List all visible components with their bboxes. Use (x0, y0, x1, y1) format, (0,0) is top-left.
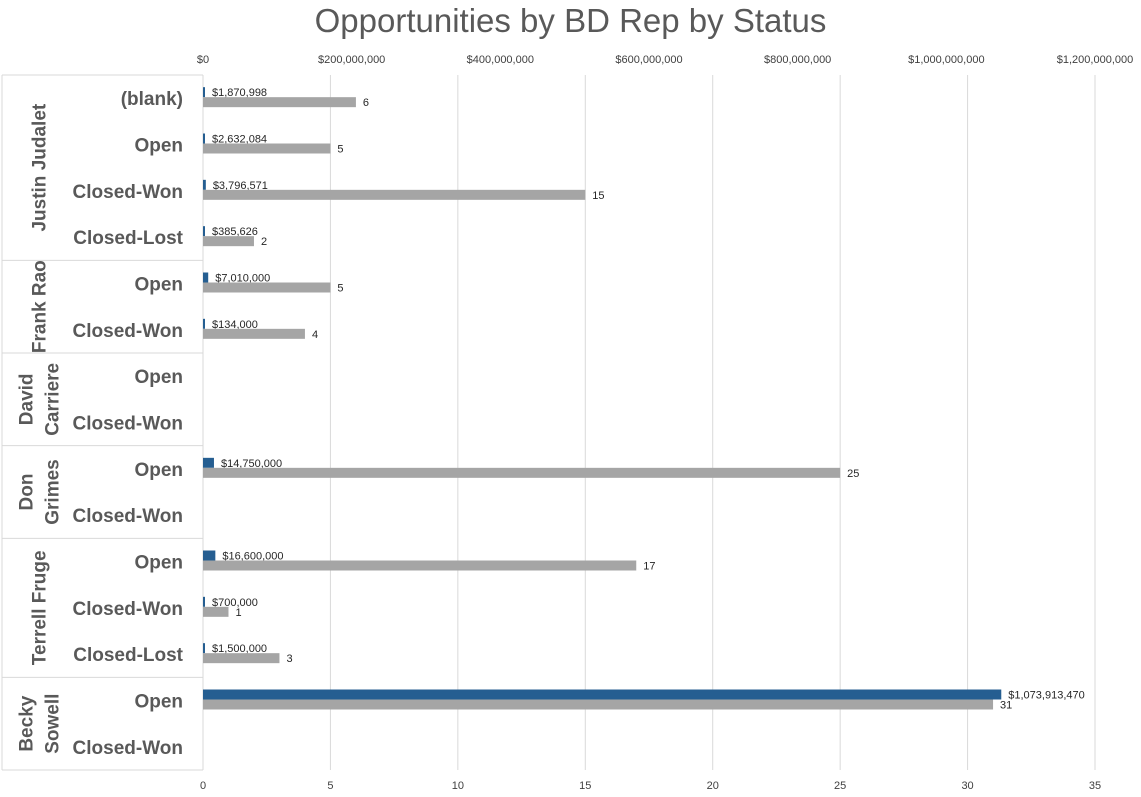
amount-data-label: $14,750,000 (221, 458, 282, 470)
status-label: Closed-Won (73, 599, 183, 620)
amount-data-label: $1,870,998 (212, 87, 267, 99)
rep-label: David (17, 373, 38, 425)
status-label: Closed-Lost (73, 645, 183, 666)
status-label: Closed-Lost (73, 228, 183, 249)
status-label: (blank) (121, 89, 183, 110)
count-data-label: 2 (261, 236, 267, 248)
rep-label: Sowell (43, 694, 64, 754)
bottom-axis-tick-label: 20 (707, 780, 719, 792)
status-label: Closed-Won (73, 414, 183, 435)
status-label: Open (134, 460, 183, 481)
amount-bar (203, 133, 205, 144)
bottom-axis-tick-label: 30 (961, 780, 973, 792)
status-label: Open (134, 275, 183, 296)
bottom-axis-tick-label: 35 (1089, 780, 1101, 792)
count-data-label: 6 (363, 97, 369, 109)
rep-label: Terrell Fruge (30, 550, 51, 665)
count-bar (203, 560, 637, 571)
amount-data-label: $385,626 (212, 226, 258, 238)
count-data-label: 5 (337, 283, 343, 295)
amount-bar (203, 689, 1002, 700)
bottom-axis-tick-label: 0 (200, 780, 206, 792)
count-bar (203, 282, 331, 293)
rep-label: Becky (17, 695, 38, 751)
status-label: Open (134, 367, 183, 388)
count-bar (203, 467, 841, 478)
amount-data-label: $1,073,913,470 (1008, 690, 1084, 702)
amount-data-label: $7,010,000 (215, 273, 270, 285)
rep-label: Grimes (43, 459, 64, 524)
count-data-label: 5 (337, 144, 343, 156)
status-label: Closed-Won (73, 182, 183, 203)
top-axis-tick-label: $400,000,000 (467, 54, 534, 66)
bottom-axis-tick-label: 5 (327, 780, 333, 792)
top-axis-tick-label: $600,000,000 (615, 54, 682, 66)
amount-data-label: $2,632,084 (212, 134, 267, 146)
count-data-label: 4 (312, 329, 318, 341)
top-axis-tick-label: $200,000,000 (318, 54, 385, 66)
status-label: Closed-Won (73, 321, 183, 342)
rep-label: Carriere (43, 363, 64, 436)
amount-data-label: $16,600,000 (222, 551, 283, 563)
count-bar (203, 189, 586, 200)
top-axis-tick-label: $1,200,000,000 (1057, 54, 1133, 66)
rep-label: Justin Judalet (30, 103, 51, 231)
amount-bar (203, 550, 216, 561)
count-data-label: 15 (592, 190, 604, 202)
count-data-label: 3 (286, 653, 292, 665)
amount-bar (203, 596, 205, 607)
count-data-label: 31 (1000, 700, 1012, 712)
amount-data-label: $1,500,000 (212, 643, 267, 655)
amount-bar (203, 87, 205, 98)
rep-label: Don (17, 474, 38, 511)
status-label: Closed-Won (73, 506, 183, 527)
rep-label: Frank Rao (30, 260, 51, 353)
chart-title: Opportunities by BD Rep by Status (314, 2, 827, 39)
count-data-label: 25 (847, 468, 859, 480)
count-bar (203, 236, 254, 247)
count-bar (203, 653, 280, 664)
amount-data-label: $134,000 (212, 319, 258, 331)
amount-data-label: $700,000 (212, 597, 258, 609)
count-bar (203, 606, 229, 617)
top-axis-tick-label: $0 (197, 54, 209, 66)
amount-bar (203, 179, 206, 190)
status-label: Open (134, 553, 183, 574)
count-data-label: 17 (643, 561, 655, 573)
count-bar (203, 143, 331, 154)
amount-bar (203, 457, 214, 468)
top-axis-tick-label: $800,000,000 (764, 54, 831, 66)
bottom-axis-tick-label: 25 (834, 780, 846, 792)
amount-bar (203, 318, 205, 329)
amount-data-label: $3,796,571 (213, 180, 268, 192)
count-data-label: 1 (235, 607, 241, 619)
top-axis-tick-label: $1,000,000,000 (908, 54, 984, 66)
status-label: Open (134, 136, 183, 157)
count-bar (203, 699, 994, 710)
count-bar (203, 97, 356, 108)
amount-bar (203, 272, 209, 283)
amount-bar (203, 643, 205, 654)
amount-bar (203, 226, 205, 237)
bottom-axis-tick-label: 10 (452, 780, 464, 792)
count-bar (203, 328, 305, 339)
status-label: Open (134, 692, 183, 713)
status-label: Closed-Won (73, 738, 183, 759)
bottom-axis-tick-label: 15 (579, 780, 591, 792)
